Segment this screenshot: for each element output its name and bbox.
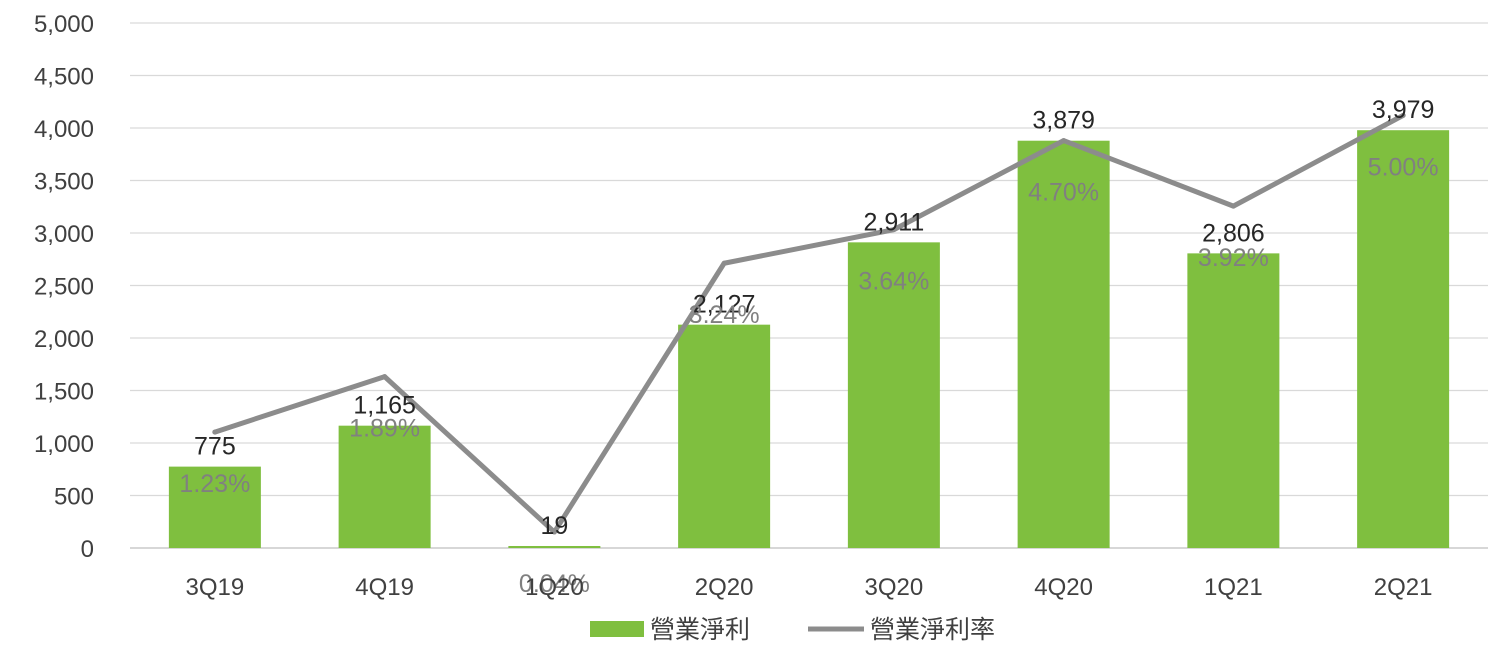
rate-value-label: 1.89% — [349, 415, 420, 443]
bar — [508, 546, 601, 548]
y-tick-label: 1,500 — [34, 379, 94, 406]
y-tick-label: 2,500 — [34, 274, 94, 301]
rate-value-label: 1.23% — [179, 470, 250, 498]
x-tick-label: 3Q19 — [186, 574, 245, 601]
rate-value-label: 5.00% — [1368, 153, 1439, 181]
rate-point — [551, 529, 557, 535]
rate-point — [212, 429, 218, 435]
rate-value-label: 4.70% — [1028, 179, 1099, 207]
rate-value-label: 3.92% — [1198, 244, 1269, 272]
bar-value-label: 3,879 — [1032, 107, 1095, 135]
bar — [847, 242, 940, 548]
bar — [1357, 130, 1450, 548]
x-tick-label: 3Q20 — [865, 574, 924, 601]
rate-point — [721, 260, 727, 266]
y-tick-label: 1,000 — [34, 431, 94, 458]
y-tick-label: 4,500 — [34, 64, 94, 91]
x-tick-label: 2Q20 — [695, 574, 754, 601]
x-tick-label: 4Q19 — [355, 574, 414, 601]
x-tick-label: 2Q21 — [1374, 574, 1433, 601]
y-tick-label: 5,000 — [34, 11, 94, 38]
rate-point — [382, 374, 388, 380]
bar-value-label: 2,127 — [693, 291, 756, 319]
rate-value-labels: 1.23% 1.89% 0.04% 3.24% 3.64% 4.70% 3.92% 5.00% — [179, 153, 1438, 598]
rate-point — [891, 227, 897, 233]
bar-value-label: 775 — [194, 433, 236, 461]
rate-value-label: 3.64% — [858, 268, 929, 296]
rate-value-label: 3.24% — [689, 301, 760, 329]
grid-lines — [130, 22, 1488, 549]
rate-point — [1061, 138, 1067, 144]
bar — [1187, 253, 1280, 548]
bar-value-label: 2,911 — [864, 208, 925, 236]
bar — [338, 425, 431, 548]
bar-value-label: 19 — [540, 512, 568, 540]
bar — [168, 466, 261, 548]
legend: 營業淨利 營業淨利率 — [590, 616, 995, 644]
rate-value-label: 0.04% — [519, 570, 590, 598]
y-tick-label: 3,500 — [34, 169, 94, 196]
bar-value-label: 1,165 — [353, 392, 416, 420]
x-tick-label: 4Q20 — [1034, 574, 1093, 601]
legend-label-bar: 營業淨利 — [650, 616, 750, 644]
legend-swatch-bar — [590, 621, 644, 637]
y-tick-label: 4,000 — [34, 116, 94, 143]
rate-line — [212, 112, 1406, 535]
bar-value-label: 3,979 — [1372, 96, 1435, 124]
x-tick-label: 1Q21 — [1204, 574, 1263, 601]
x-axis-ticks: 3Q19 4Q19 1Q20 2Q20 3Q20 4Q20 1Q21 2Q21 — [186, 574, 1433, 601]
rate-point — [1230, 203, 1236, 209]
bar-value-label: 2,806 — [1202, 219, 1265, 247]
y-tick-label: 500 — [54, 484, 94, 511]
bar-value-labels: 775 1,165 19 2,127 2,911 3,879 2,806 3,979 — [194, 96, 1434, 540]
x-tick-label: 1Q20 — [525, 574, 584, 601]
rate-line-group — [212, 112, 1406, 535]
bar — [1017, 140, 1110, 548]
y-axis-ticks: 0 500 1,000 1,500 2,000 2,500 3,000 3,500 4,000 4… — [34, 11, 94, 563]
rate-point — [1400, 112, 1406, 118]
bars — [168, 130, 1450, 548]
y-tick-label: 0 — [81, 536, 94, 563]
legend-label-line: 營業淨利率 — [870, 616, 995, 644]
y-tick-label: 3,000 — [34, 221, 94, 248]
y-tick-label: 2,000 — [34, 326, 94, 353]
bar — [678, 324, 771, 548]
